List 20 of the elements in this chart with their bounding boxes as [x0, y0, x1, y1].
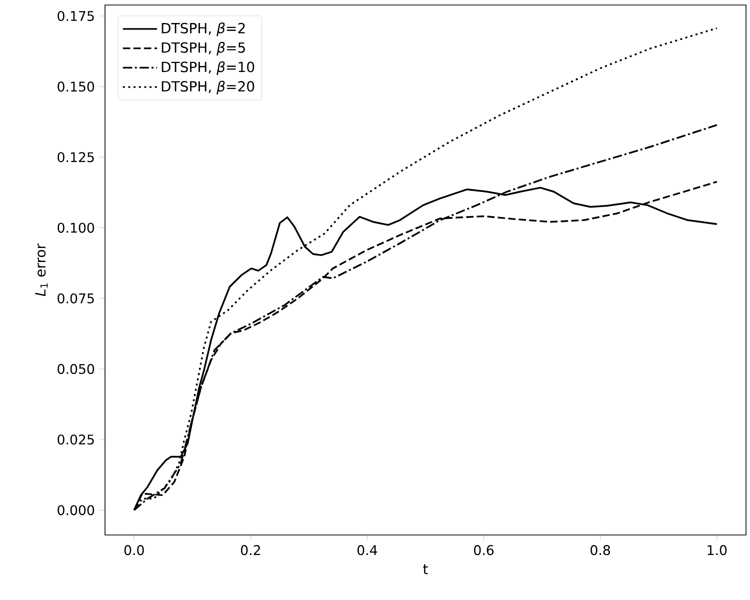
y-tick-label: 0.100 — [58, 222, 94, 233]
legend-label: DTSPH, β=2 — [162, 22, 245, 36]
y-tick-label: 0.050 — [58, 364, 94, 374]
y-tick-label: 0.025 — [58, 434, 94, 445]
y-tick-label: 0.000 — [58, 505, 94, 516]
x-axis-title: t — [423, 564, 428, 574]
legend-label: DTSPH, β=5 — [162, 42, 245, 56]
legend-label: DTSPH, β=10 — [162, 61, 254, 75]
y-tick-label: 0.150 — [58, 82, 94, 92]
x-tick-label: 1.0 — [708, 545, 727, 556]
x-tick-label: 0.6 — [474, 545, 494, 556]
y-axis-title: L$_{1}$ error — [35, 243, 48, 296]
x-tick-label: 0.4 — [358, 545, 378, 556]
y-tick-label: 0.075 — [58, 293, 94, 304]
legend-label: DTSPH, β=20 — [162, 80, 254, 94]
x-tick-label: 0.0 — [124, 545, 144, 556]
y-tick-label: 0.175 — [58, 10, 94, 22]
x-tick-label: 0.2 — [240, 545, 260, 556]
x-tick-label: 0.8 — [590, 545, 610, 556]
y-tick-label: 0.125 — [58, 152, 94, 162]
